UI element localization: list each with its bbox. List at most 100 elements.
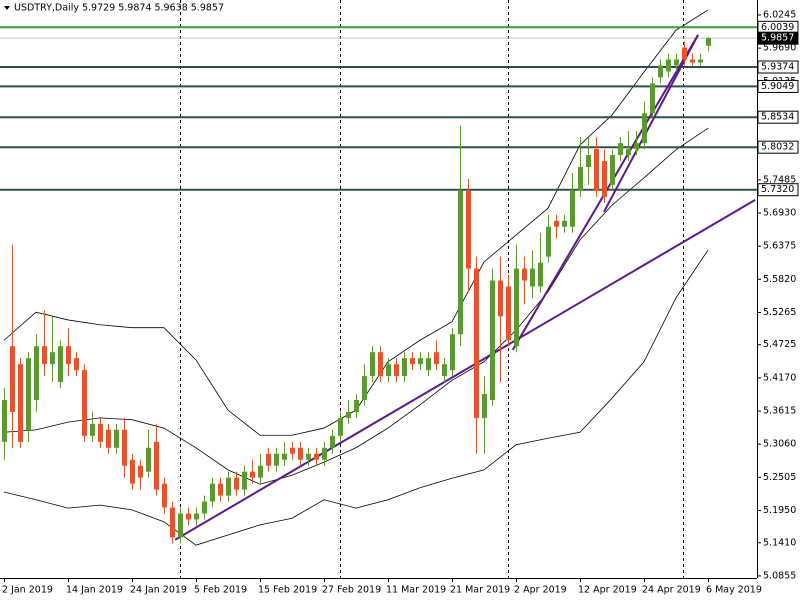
candle-body [98,423,103,442]
candle-body [690,59,695,63]
x-tick-label: 27 Feb 2019 [322,585,381,596]
level-label: 5.9049 [761,81,794,92]
level-label: 6.0039 [761,22,794,33]
candle-body [634,143,639,150]
candle-body [346,411,351,418]
candle-body [74,358,79,371]
candle-body [146,447,151,472]
candle-body [42,346,47,365]
candle-body [210,483,215,502]
y-tick-label: 5.6930 [763,208,796,219]
candle-body [130,459,135,484]
level-label-box [757,140,799,154]
trend-line [174,199,756,541]
candle-body [378,352,383,377]
x-tick-label: 24 Apr 2019 [642,585,701,596]
candle-body [154,441,159,490]
menu-icon[interactable] [4,6,10,10]
x-tick-label: 21 Mar 2019 [450,585,510,596]
candle-body [218,483,223,496]
candle-body [394,364,399,377]
candle-body [298,447,303,460]
candle-body [522,268,527,281]
y-tick-label: 5.5265 [763,307,796,318]
candle-body [618,143,623,156]
candle-body [18,364,23,442]
y-tick-label: 5.3060 [763,439,796,450]
plot-area [0,9,757,546]
candle-body [418,358,423,365]
candle-body [194,513,199,520]
candle-body [266,453,271,466]
band-lower [3,249,709,546]
level-label: 5.8534 [761,112,794,123]
y-tick-label: 5.4170 [763,372,796,383]
candle-body [538,262,543,287]
candle-body [26,358,31,430]
candle-body [338,417,343,436]
candle-body [450,334,455,371]
x-tick-label: 24 Jan 2019 [130,585,187,596]
candle-body [698,59,703,63]
candle-body [578,167,583,191]
candle-body [290,447,295,454]
candle-body [226,477,231,496]
candle-body [650,83,655,114]
candle-body [658,65,663,78]
x-tick-label: 14 Jan 2019 [66,585,123,596]
candle-body [234,477,239,490]
candle-body [370,352,375,377]
candle-body [114,429,119,448]
candle-body [458,190,463,335]
level-label: 5.8032 [761,142,794,153]
x-tick-label: 2 Apr 2019 [514,585,567,596]
candle-body [402,358,407,377]
candle-body [82,370,87,436]
y-tick-label: 5.3615 [763,406,796,417]
candle-body [10,346,15,412]
candle-body [306,453,311,460]
candle-body [554,220,559,227]
level-label-box [757,110,799,124]
candle-body [34,346,39,400]
level-label: 5.9374 [761,62,794,73]
candle-body [162,483,167,508]
x-tick-label: 11 Mar 2019 [386,585,446,596]
candle-body [138,465,143,478]
candle-body [258,465,263,478]
candle-body [386,364,391,377]
candle-body [314,453,319,460]
candle-body [562,220,567,227]
candle-body [498,280,503,317]
level-label: 5.9857 [761,33,794,44]
candle-body [490,280,495,400]
candle-body [2,399,7,442]
candle-body [442,364,447,377]
candle-body [170,507,175,538]
candle-body [426,358,431,371]
candle-body [474,268,479,418]
y-tick-label: 5.1410 [763,537,796,548]
y-tick-label: 5.9690 [763,43,796,54]
level-label: 5.7320 [761,184,794,195]
candle-body [482,394,487,418]
candle-body [674,59,679,66]
candle-body [330,435,335,448]
chart-title: USDTRY,Daily 5.9729 5.9874 5.9638 5.9857 [14,3,224,14]
candle-body [178,513,183,538]
y-tick-label: 5.5820 [763,274,796,285]
candle-body [410,358,415,365]
candle-body [706,38,711,46]
candle-body [530,268,535,287]
candle-body [626,149,631,156]
candle-body [250,471,255,478]
candle-body [202,501,207,514]
y-tick-label: 5.7485 [763,174,796,185]
x-tick-label: 12 Apr 2019 [578,585,637,596]
candle-body [282,453,287,460]
candle-body [570,190,575,227]
candle-body [274,453,279,466]
